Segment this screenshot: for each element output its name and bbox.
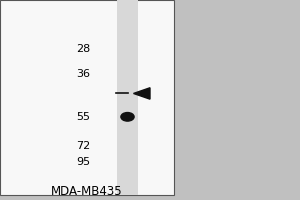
Text: 28: 28 [76,44,90,54]
Text: MDA-MB435: MDA-MB435 [51,185,123,198]
Text: 72: 72 [76,141,90,151]
Text: 95: 95 [76,157,90,167]
Circle shape [121,113,134,121]
Text: 55: 55 [76,112,90,122]
Bar [117,0,138,195]
Bar [0,0,174,195]
Text: 36: 36 [76,69,90,79]
Polygon shape [134,88,150,99]
